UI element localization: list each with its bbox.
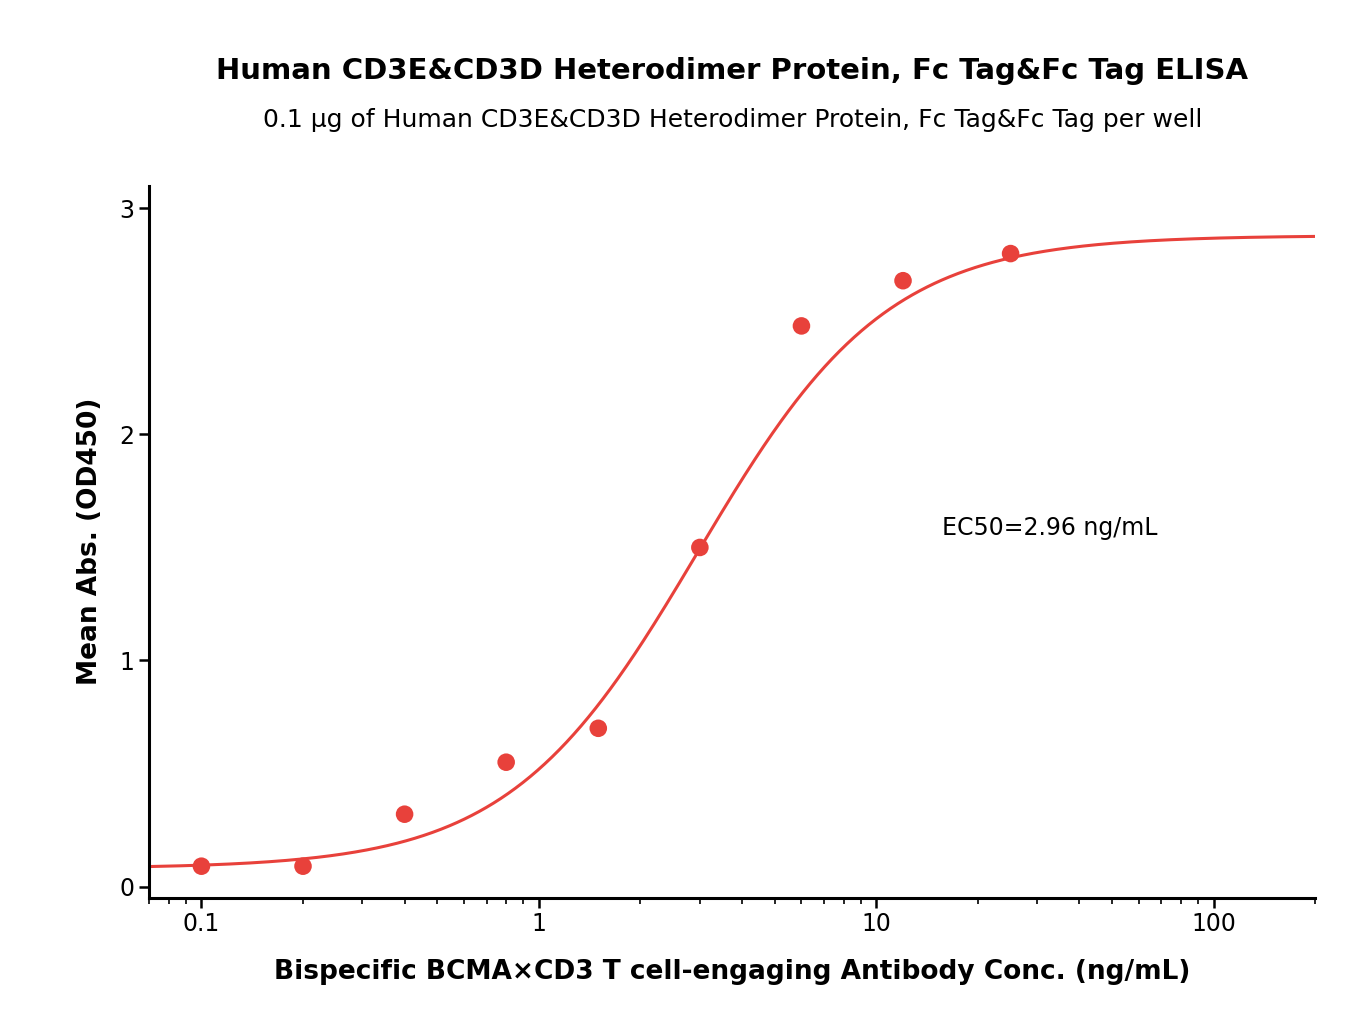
Point: [495, 754, 517, 771]
Point: [191, 858, 213, 874]
Point: [393, 806, 415, 823]
X-axis label: Bispecific BCMA×CD3 T cell-engaging Antibody Conc. (ng/mL): Bispecific BCMA×CD3 T cell-engaging Anti…: [274, 959, 1191, 985]
Point: [689, 539, 711, 555]
Point: [999, 246, 1021, 262]
Text: EC50=2.96 ng/mL: EC50=2.96 ng/mL: [942, 516, 1158, 540]
Point: [587, 720, 609, 737]
Y-axis label: Mean Abs. (OD450): Mean Abs. (OD450): [77, 398, 103, 685]
Text: 0.1 μg of Human CD3E&CD3D Heterodimer Protein, Fc Tag&Fc Tag per well: 0.1 μg of Human CD3E&CD3D Heterodimer Pr…: [263, 108, 1201, 132]
Point: [791, 318, 812, 334]
Text: Human CD3E&CD3D Heterodimer Protein, Fc Tag&Fc Tag ELISA: Human CD3E&CD3D Heterodimer Protein, Fc …: [216, 57, 1249, 85]
Point: [892, 272, 914, 289]
Point: [292, 858, 313, 874]
